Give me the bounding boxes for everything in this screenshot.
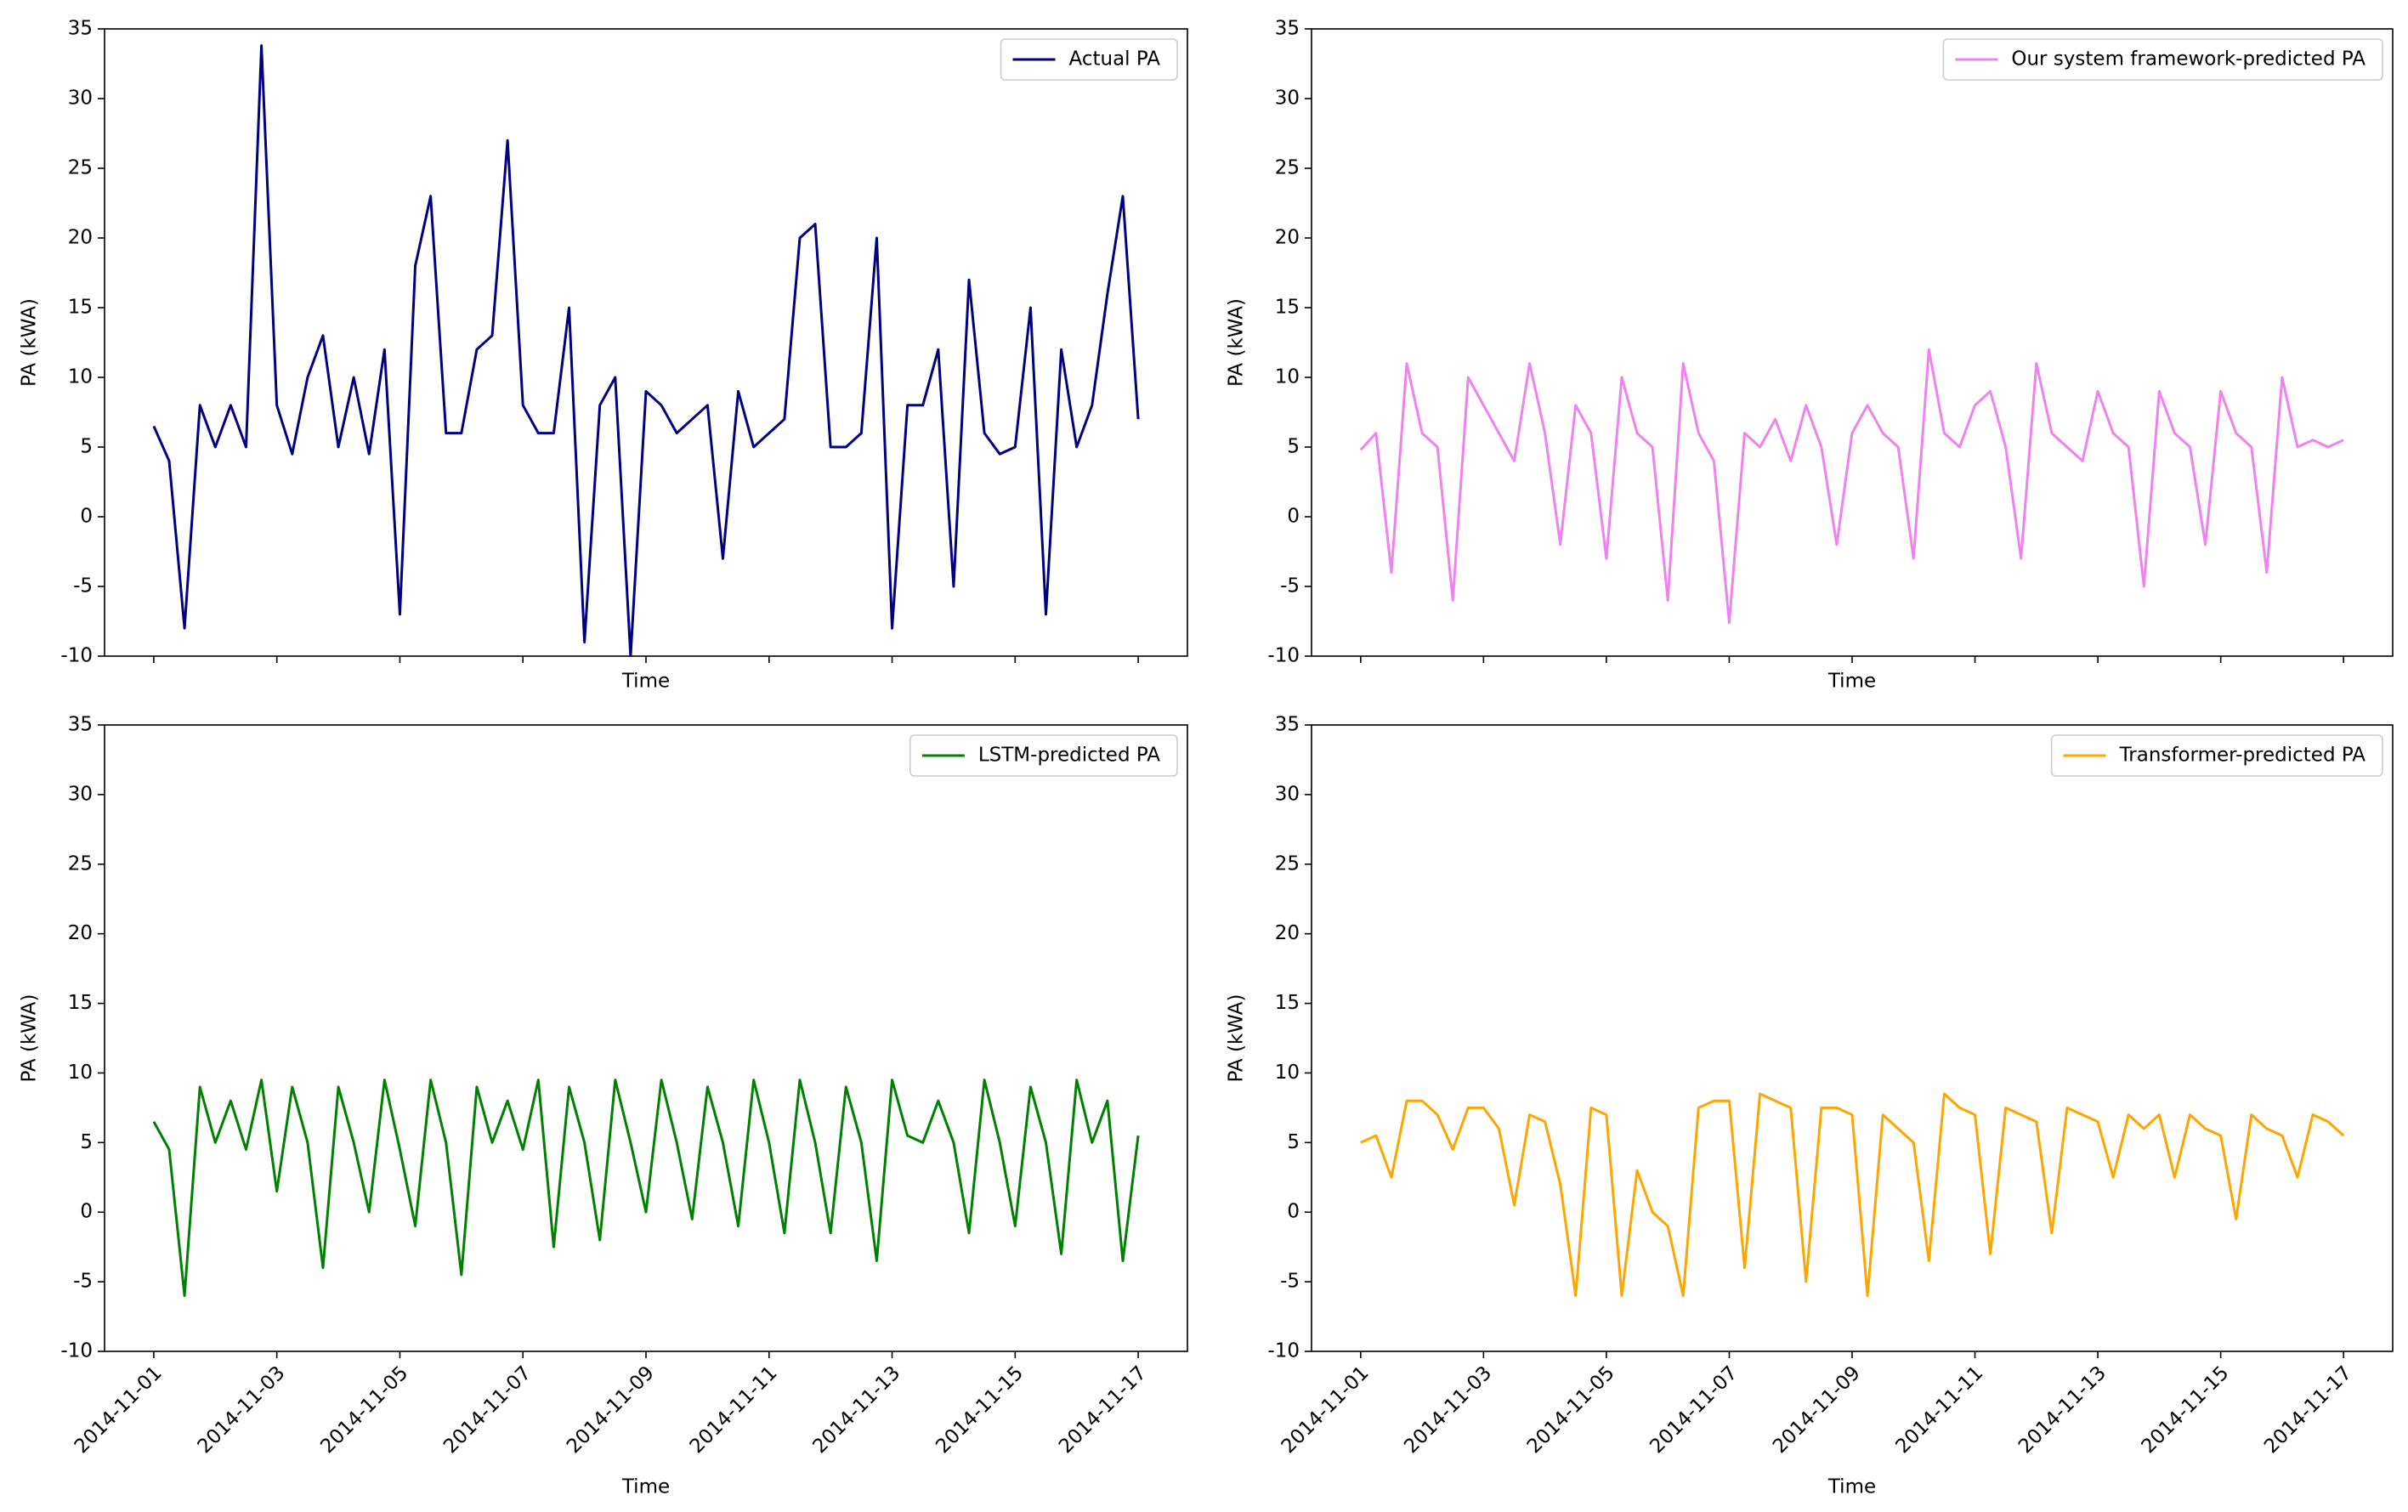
- y-tick-label: 5: [80, 1131, 93, 1153]
- x-tick-label: 2014-11-13: [808, 1362, 904, 1458]
- x-tick-label: 2014-11-11: [1891, 1362, 1987, 1458]
- y-tick-label: -5: [73, 575, 93, 597]
- x-tick-label: 2014-11-03: [194, 1362, 290, 1458]
- legend-label: Transformer-predicted PA: [2119, 745, 2366, 767]
- data-line: [1359, 348, 2344, 625]
- x-tick-label: 2014-11-05: [1523, 1362, 1619, 1458]
- y-tick-label: 30: [68, 783, 93, 805]
- x-tick-label: 2014-11-01: [71, 1362, 167, 1458]
- x-tick-label: 2014-11-17: [2260, 1362, 2356, 1458]
- y-axis-label: PA (kWA): [1226, 298, 1248, 387]
- y-tick-label: 0: [1287, 506, 1300, 528]
- x-axis-label: Time: [1827, 671, 1876, 693]
- x-tick-label: 2014-11-11: [686, 1362, 782, 1458]
- y-tick-label: 20: [68, 227, 93, 249]
- x-tick-label: 2014-11-15: [932, 1362, 1028, 1458]
- y-tick-label: 35: [1275, 18, 1300, 40]
- legend: Actual PA: [1000, 38, 1178, 81]
- axes-frame: [104, 28, 1188, 657]
- legend-label: Actual PA: [1069, 48, 1161, 71]
- y-tick-label: 25: [1275, 852, 1300, 875]
- legend-box: [2050, 734, 2383, 777]
- y-tick-label: 25: [1275, 157, 1300, 179]
- y-tick-label: 20: [1275, 922, 1300, 944]
- y-tick-label: -5: [1280, 575, 1300, 597]
- y-tick-label: 5: [1287, 436, 1300, 458]
- axes-frame: [104, 724, 1188, 1352]
- y-tick-label: 15: [68, 297, 93, 319]
- y-tick-label: -10: [60, 1340, 93, 1362]
- subplot: -10 -5 0 5 10 15 20 25 30 35 2014-11-01 2014-11-03 2…: [1226, 714, 2394, 1498]
- y-tick-label: 20: [1275, 227, 1300, 249]
- y-tick-label: 35: [68, 714, 93, 736]
- legend: LSTM-predicted PA: [909, 734, 1178, 777]
- y-tick-label: 0: [1287, 1201, 1300, 1223]
- legend-label: LSTM-predicted PA: [978, 745, 1160, 767]
- legend: Transformer-predicted PA: [2050, 734, 2383, 777]
- x-tick-label: 2014-11-07: [439, 1362, 535, 1458]
- x-tick-label: 2014-11-07: [1646, 1362, 1742, 1458]
- subplot: -10 -5 0 5 10 15 20 25 30 35 Time PA (kWA) Our syste…: [1226, 18, 2394, 693]
- legend-box: [909, 734, 1178, 777]
- y-axis-label: PA (kWA): [19, 994, 41, 1083]
- x-tick-label: 2014-11-15: [2138, 1362, 2234, 1458]
- y-tick-label: 20: [68, 922, 93, 944]
- y-tick-label: -10: [1267, 645, 1300, 667]
- y-tick-label: 10: [68, 366, 93, 388]
- y-tick-label: 30: [68, 88, 93, 110]
- y-tick-label: 5: [80, 436, 93, 458]
- x-tick-label: 2014-11-05: [316, 1362, 412, 1458]
- y-tick-label: 15: [68, 992, 93, 1014]
- y-tick-label: 10: [1275, 1062, 1300, 1084]
- legend: Our system framework-predicted PA: [1942, 38, 2383, 81]
- y-tick-label: 0: [80, 1201, 93, 1223]
- axes-frame: [1311, 724, 2394, 1352]
- y-tick-label: 0: [80, 506, 93, 528]
- legend-box: [1000, 38, 1178, 81]
- y-tick-label: 25: [68, 157, 93, 179]
- axes-frame: [1311, 28, 2394, 657]
- y-tick-label: -10: [1267, 1340, 1300, 1362]
- x-tick-label: 2014-11-09: [563, 1362, 659, 1458]
- subplot: -10 -5 0 5 10 15 20 25 30 35 Time PA (kWA) Actual PA: [19, 18, 1188, 693]
- y-tick-label: 15: [1275, 297, 1300, 319]
- data-line: [1360, 1092, 2345, 1297]
- x-tick-label: 2014-11-01: [1278, 1362, 1374, 1458]
- x-tick-label: 2014-11-17: [1055, 1362, 1151, 1458]
- y-tick-label: 35: [68, 18, 93, 40]
- y-tick-label: -10: [60, 645, 93, 667]
- y-tick-label: 25: [68, 852, 93, 875]
- x-tick-label: 2014-11-13: [2014, 1362, 2111, 1458]
- legend-label: Our system framework-predicted PA: [2011, 48, 2366, 71]
- data-line: [152, 44, 1140, 656]
- x-tick-label: 2014-11-09: [1769, 1362, 1865, 1458]
- y-tick-label: 10: [68, 1062, 93, 1084]
- x-axis-label: Time: [621, 1476, 670, 1498]
- y-tick-label: -5: [73, 1271, 93, 1293]
- legend-box: [1942, 38, 2383, 81]
- x-tick-label: 2014-11-03: [1400, 1362, 1496, 1458]
- y-tick-label: 10: [1275, 366, 1300, 388]
- data-line: [152, 1079, 1140, 1297]
- y-tick-label: 35: [1275, 714, 1300, 736]
- y-tick-label: 30: [1275, 88, 1300, 110]
- y-tick-label: 5: [1287, 1131, 1300, 1153]
- x-axis-label: Time: [1827, 1476, 1876, 1498]
- y-tick-label: 30: [1275, 783, 1300, 805]
- y-tick-label: -5: [1280, 1271, 1300, 1293]
- subplot: -10 -5 0 5 10 15 20 25 30 35 2014-11-01 2014-11-03 2…: [19, 714, 1188, 1498]
- y-axis-label: PA (kWA): [19, 298, 41, 387]
- y-tick-label: 15: [1275, 992, 1300, 1014]
- y-axis-label: PA (kWA): [1226, 994, 1248, 1083]
- x-axis-label: Time: [621, 671, 670, 693]
